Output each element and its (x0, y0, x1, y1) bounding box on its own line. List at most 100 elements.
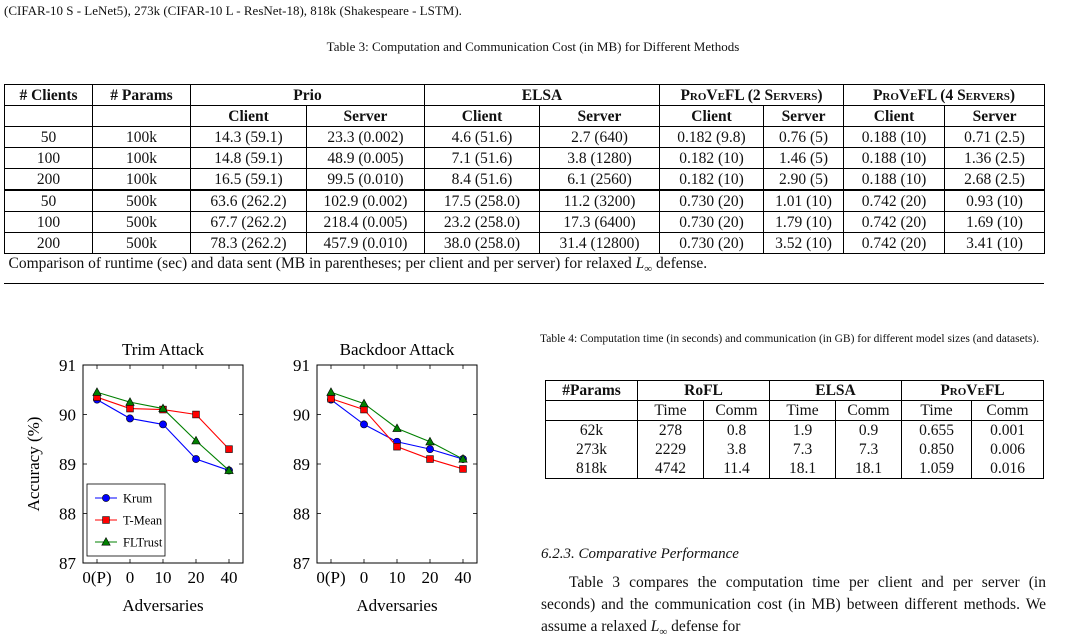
table3-cell: 3.41 (10) (944, 232, 1046, 254)
table3-cell: 200 (4, 168, 93, 191)
table4-cell: 0.9 (835, 420, 902, 440)
table3-cell: 500k (92, 232, 191, 254)
data-point (224, 465, 234, 474)
table3-cell: 0.182 (9.8) (659, 126, 764, 148)
table3-cell: 11.2 (3200) (539, 189, 660, 212)
table3-cell: 3.8 (1280) (539, 147, 660, 169)
data-point (360, 405, 368, 414)
table4-row: 62k 278 0.8 1.9 0.9 0.655 0.001 (545, 420, 1044, 440)
data-point (326, 387, 336, 396)
table3-cell: 100k (92, 126, 191, 148)
table4-header-elsa: ELSA (769, 380, 902, 401)
table3-cell: 0.742 (20) (843, 189, 946, 212)
table3-caption: Table 3: Computation and Communication C… (326, 39, 740, 54)
table3-cell: 0.730 (20) (659, 211, 764, 233)
table4-cell: 273k (545, 440, 638, 459)
series-line (330, 398, 464, 470)
table3-cell: 3.52 (10) (762, 232, 845, 254)
table4-row: 818k 4742 11.4 18.1 18.1 1.059 0.016 (545, 459, 1044, 479)
table3-subheader-blank (4, 105, 93, 127)
table3: # Clients # Params Prio ELSA ProVeFL (2 … (4, 84, 1046, 279)
y-tick-label: 88 (59, 505, 76, 524)
data-point (458, 454, 468, 463)
table3-cell: 17.3 (6400) (539, 211, 660, 233)
table3-cell: 0.730 (20) (659, 189, 764, 212)
section-heading: 6.2.3. Comparative Performance (541, 546, 739, 562)
table4-header-provefl: ProVeFL (901, 380, 1044, 401)
table3-cell: 1.36 (2.5) (944, 147, 1046, 169)
table3-cell: 100k (92, 147, 191, 169)
table4-cell: 3.8 (703, 440, 770, 459)
section-paragraph-text: Table 3 compares the computation time pe… (541, 574, 1046, 639)
table3-subheader: Client (659, 105, 764, 127)
table4-body: 62k 278 0.8 1.9 0.9 0.655 0.001 273k 2229 3.8 7.3 7… (545, 420, 1044, 479)
table3-header-params: # Params (92, 84, 191, 106)
table3-subheader: Client (190, 105, 307, 127)
infinity-subscript: ∞ (644, 263, 653, 276)
data-point (102, 516, 110, 524)
table3-cell: 16.5 (59.1) (190, 168, 307, 191)
table3-cell: 14.8 (59.1) (190, 147, 307, 169)
table3-cell: 200 (4, 232, 93, 254)
table4-subheader: Comm (703, 400, 770, 421)
table3-header-prio: Prio (190, 84, 425, 106)
legend-label: FLTrust (123, 536, 163, 550)
table3-footnote: Comparison of runtime (sec) and data sen… (8, 255, 708, 276)
table3-cell: 2.68 (2.5) (944, 168, 1046, 191)
table4-cell: 2229 (637, 440, 704, 459)
data-point (126, 414, 134, 423)
table4-subheader: Time (637, 400, 704, 421)
data-point (359, 398, 369, 408)
table3-cell: 0.730 (20) (659, 232, 764, 254)
table4-cell: 0.006 (971, 440, 1044, 459)
table3-cell: 0.76 (5) (762, 126, 845, 148)
data-point (192, 410, 200, 419)
table3-row: 50 500k 63.6 (262.2) 102.9 (0.002) 17.5 (258… (4, 189, 1046, 212)
table4-header-params: #Params (545, 380, 638, 401)
table3-cell: 50 (4, 189, 93, 212)
table3-subheader: Server (539, 105, 660, 127)
table3-cell: 8.4 (51.6) (424, 168, 540, 191)
y-tick-label: 87 (59, 554, 77, 573)
trim-attack-chart: Trim Attack 87 88 89 90 91 0(P) 0 10 20 40 Adversar… (24, 340, 244, 615)
table4-subheader: Time (901, 400, 972, 421)
table4-cell: 18.1 (835, 459, 902, 479)
section-paragraph: Table 3 compares the computation time pe… (541, 572, 1046, 643)
y-tick-label: 91 (59, 356, 76, 375)
table3-header-provefl-4: ProVeFL (4 Servers) (843, 84, 1046, 106)
table3-subheader-blank (92, 105, 191, 127)
data-point (360, 420, 368, 429)
table4-cell: 0.8 (703, 420, 770, 440)
table3-cell: 100 (4, 147, 93, 169)
table3-cell: 0.188 (10) (843, 168, 946, 191)
table4-subheader: Comm (971, 400, 1044, 421)
table3-cell: 102.9 (0.002) (306, 189, 425, 212)
l-symbol: L (635, 255, 645, 272)
data-point (125, 397, 135, 406)
table3-cell: 7.1 (51.6) (424, 147, 540, 169)
x-tick-label: 10 (389, 568, 406, 587)
plot-frame (316, 364, 478, 564)
legend-label: Krum (123, 492, 152, 506)
x-tick-label: 20 (188, 568, 205, 587)
table3-cell: 500k (92, 189, 191, 212)
chart-legend: Krum T-Mean FLTrust (86, 483, 166, 557)
table4-cell: 62k (545, 420, 638, 440)
table3-cell: 0.742 (20) (843, 232, 946, 254)
table3-subheader: Server (944, 105, 1046, 127)
table4-cell: 0.850 (901, 440, 972, 459)
table4-header-rofl: RoFL (637, 380, 770, 401)
table4-subheader: Comm (835, 400, 902, 421)
accuracy-charts: Trim Attack 87 88 89 90 91 0(P) 0 10 20 40 Adversar… (24, 340, 478, 615)
x-tick-label: 0 (126, 568, 135, 587)
table3-cell: 0.71 (2.5) (944, 126, 1046, 148)
l-symbol: L (650, 618, 660, 635)
table3-header-clients: # Clients (4, 84, 93, 106)
table3-cell: 100 (4, 211, 93, 233)
table3-cell: 31.4 (12800) (539, 232, 660, 254)
table3-row: 50 100k 14.3 (59.1) 23.3 (0.002) 4.6 (51.6) 2… (4, 126, 1046, 148)
data-point (101, 536, 111, 546)
table3-cell: 218.4 (0.005) (306, 211, 425, 233)
table3-subheader: Client (843, 105, 946, 127)
table3-cell: 1.01 (10) (762, 189, 845, 212)
